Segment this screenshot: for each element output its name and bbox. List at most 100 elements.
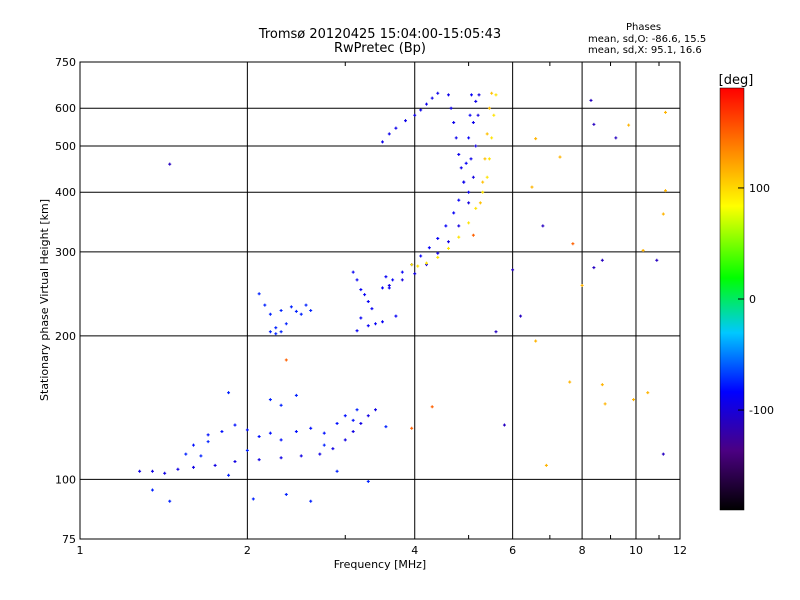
series-x-mode-inner <box>478 91 494 205</box>
data-point <box>530 185 534 189</box>
data-point <box>380 320 384 324</box>
series-noise-high-freq <box>530 110 667 467</box>
data-point <box>380 140 384 144</box>
data-point <box>446 240 450 244</box>
data-point <box>373 408 377 412</box>
x-tick-label: 12 <box>673 544 687 557</box>
data-point <box>279 330 283 334</box>
colorbar-tick-label: 0 <box>749 293 756 306</box>
series-noise-red <box>284 233 575 430</box>
data-point <box>492 113 496 117</box>
y-tick-label: 300 <box>55 246 76 259</box>
series-e-layer-trace <box>138 408 377 475</box>
data-point <box>446 93 450 97</box>
series-x-mode-f-trace <box>410 93 498 268</box>
data-point <box>199 454 203 458</box>
y-tick-label: 500 <box>55 140 76 153</box>
data-point <box>410 426 414 430</box>
series-o-mode-lower-branch <box>387 93 481 287</box>
data-point <box>335 469 339 473</box>
data-point <box>294 309 298 313</box>
data-point <box>467 190 471 194</box>
series-spread-echoes-220km <box>257 292 313 336</box>
data-point <box>138 469 142 473</box>
data-point <box>359 316 363 320</box>
y-tick-label: 750 <box>55 56 76 69</box>
data-point <box>464 161 468 165</box>
data-point <box>274 326 278 330</box>
data-point <box>150 469 154 473</box>
x-axis-label: Frequency [MHz] <box>334 558 426 571</box>
series-es-scatter <box>150 391 388 503</box>
x-tick-label: 1 <box>77 544 84 557</box>
data-point <box>150 488 154 492</box>
data-point <box>335 421 339 425</box>
series-spread-echoes-250km <box>351 270 398 333</box>
data-point <box>394 314 398 318</box>
series-es-upper-trace <box>191 414 355 447</box>
data-point <box>380 286 384 290</box>
data-point <box>384 275 388 279</box>
data-point <box>471 233 475 237</box>
data-point <box>485 175 489 179</box>
y-tick-label: 400 <box>55 186 76 199</box>
data-point <box>449 106 453 110</box>
data-point <box>191 465 195 469</box>
phases-header: Phases <box>626 22 662 33</box>
data-point <box>419 108 423 112</box>
data-point <box>457 224 461 228</box>
data-point <box>279 456 283 460</box>
data-point <box>413 113 417 117</box>
phases-x-mode: mean, sd,X: 95.1, 16.6 <box>588 45 702 56</box>
data-point <box>366 300 370 304</box>
data-point <box>425 102 429 106</box>
data-point <box>471 175 475 179</box>
series-o-mode-f-trace <box>380 93 473 290</box>
data-point <box>359 421 363 425</box>
data-point <box>404 119 408 123</box>
colorbar-tick-label: -100 <box>749 404 774 417</box>
data-point <box>284 358 288 362</box>
data-point <box>355 408 359 412</box>
data-point <box>476 113 480 117</box>
data-point <box>436 91 440 95</box>
y-tick-label: 75 <box>62 533 76 546</box>
data-point <box>370 307 374 311</box>
data-point <box>487 106 491 110</box>
data-point <box>641 248 645 252</box>
data-point <box>663 110 667 114</box>
data-point <box>268 330 272 334</box>
data-point <box>467 136 471 140</box>
plot-frame <box>79 61 681 540</box>
data-point <box>413 272 417 276</box>
data-point <box>373 322 377 326</box>
data-point <box>304 303 308 307</box>
data-point <box>322 431 326 435</box>
data-point <box>446 246 450 250</box>
data-point <box>245 428 249 432</box>
data-point <box>541 224 545 228</box>
data-point <box>206 433 210 437</box>
data-point <box>485 132 489 136</box>
data-point <box>452 121 456 125</box>
data-point <box>268 312 272 316</box>
data-point <box>462 180 466 184</box>
data-point <box>220 430 224 434</box>
data-point <box>661 212 665 216</box>
data-point <box>191 443 195 447</box>
data-point <box>168 499 172 503</box>
data-point <box>430 96 434 100</box>
data-point <box>176 467 180 471</box>
data-point <box>299 454 303 458</box>
x-tick-label: 4 <box>411 544 418 557</box>
data-point <box>494 330 498 334</box>
x-tick-label: 8 <box>579 544 586 557</box>
data-point <box>351 430 355 434</box>
data-point <box>309 308 313 312</box>
data-point <box>400 270 404 274</box>
data-point <box>268 398 272 402</box>
data-point <box>663 189 667 193</box>
data-point <box>257 435 261 439</box>
data-point <box>263 303 267 307</box>
data-point <box>580 283 584 287</box>
